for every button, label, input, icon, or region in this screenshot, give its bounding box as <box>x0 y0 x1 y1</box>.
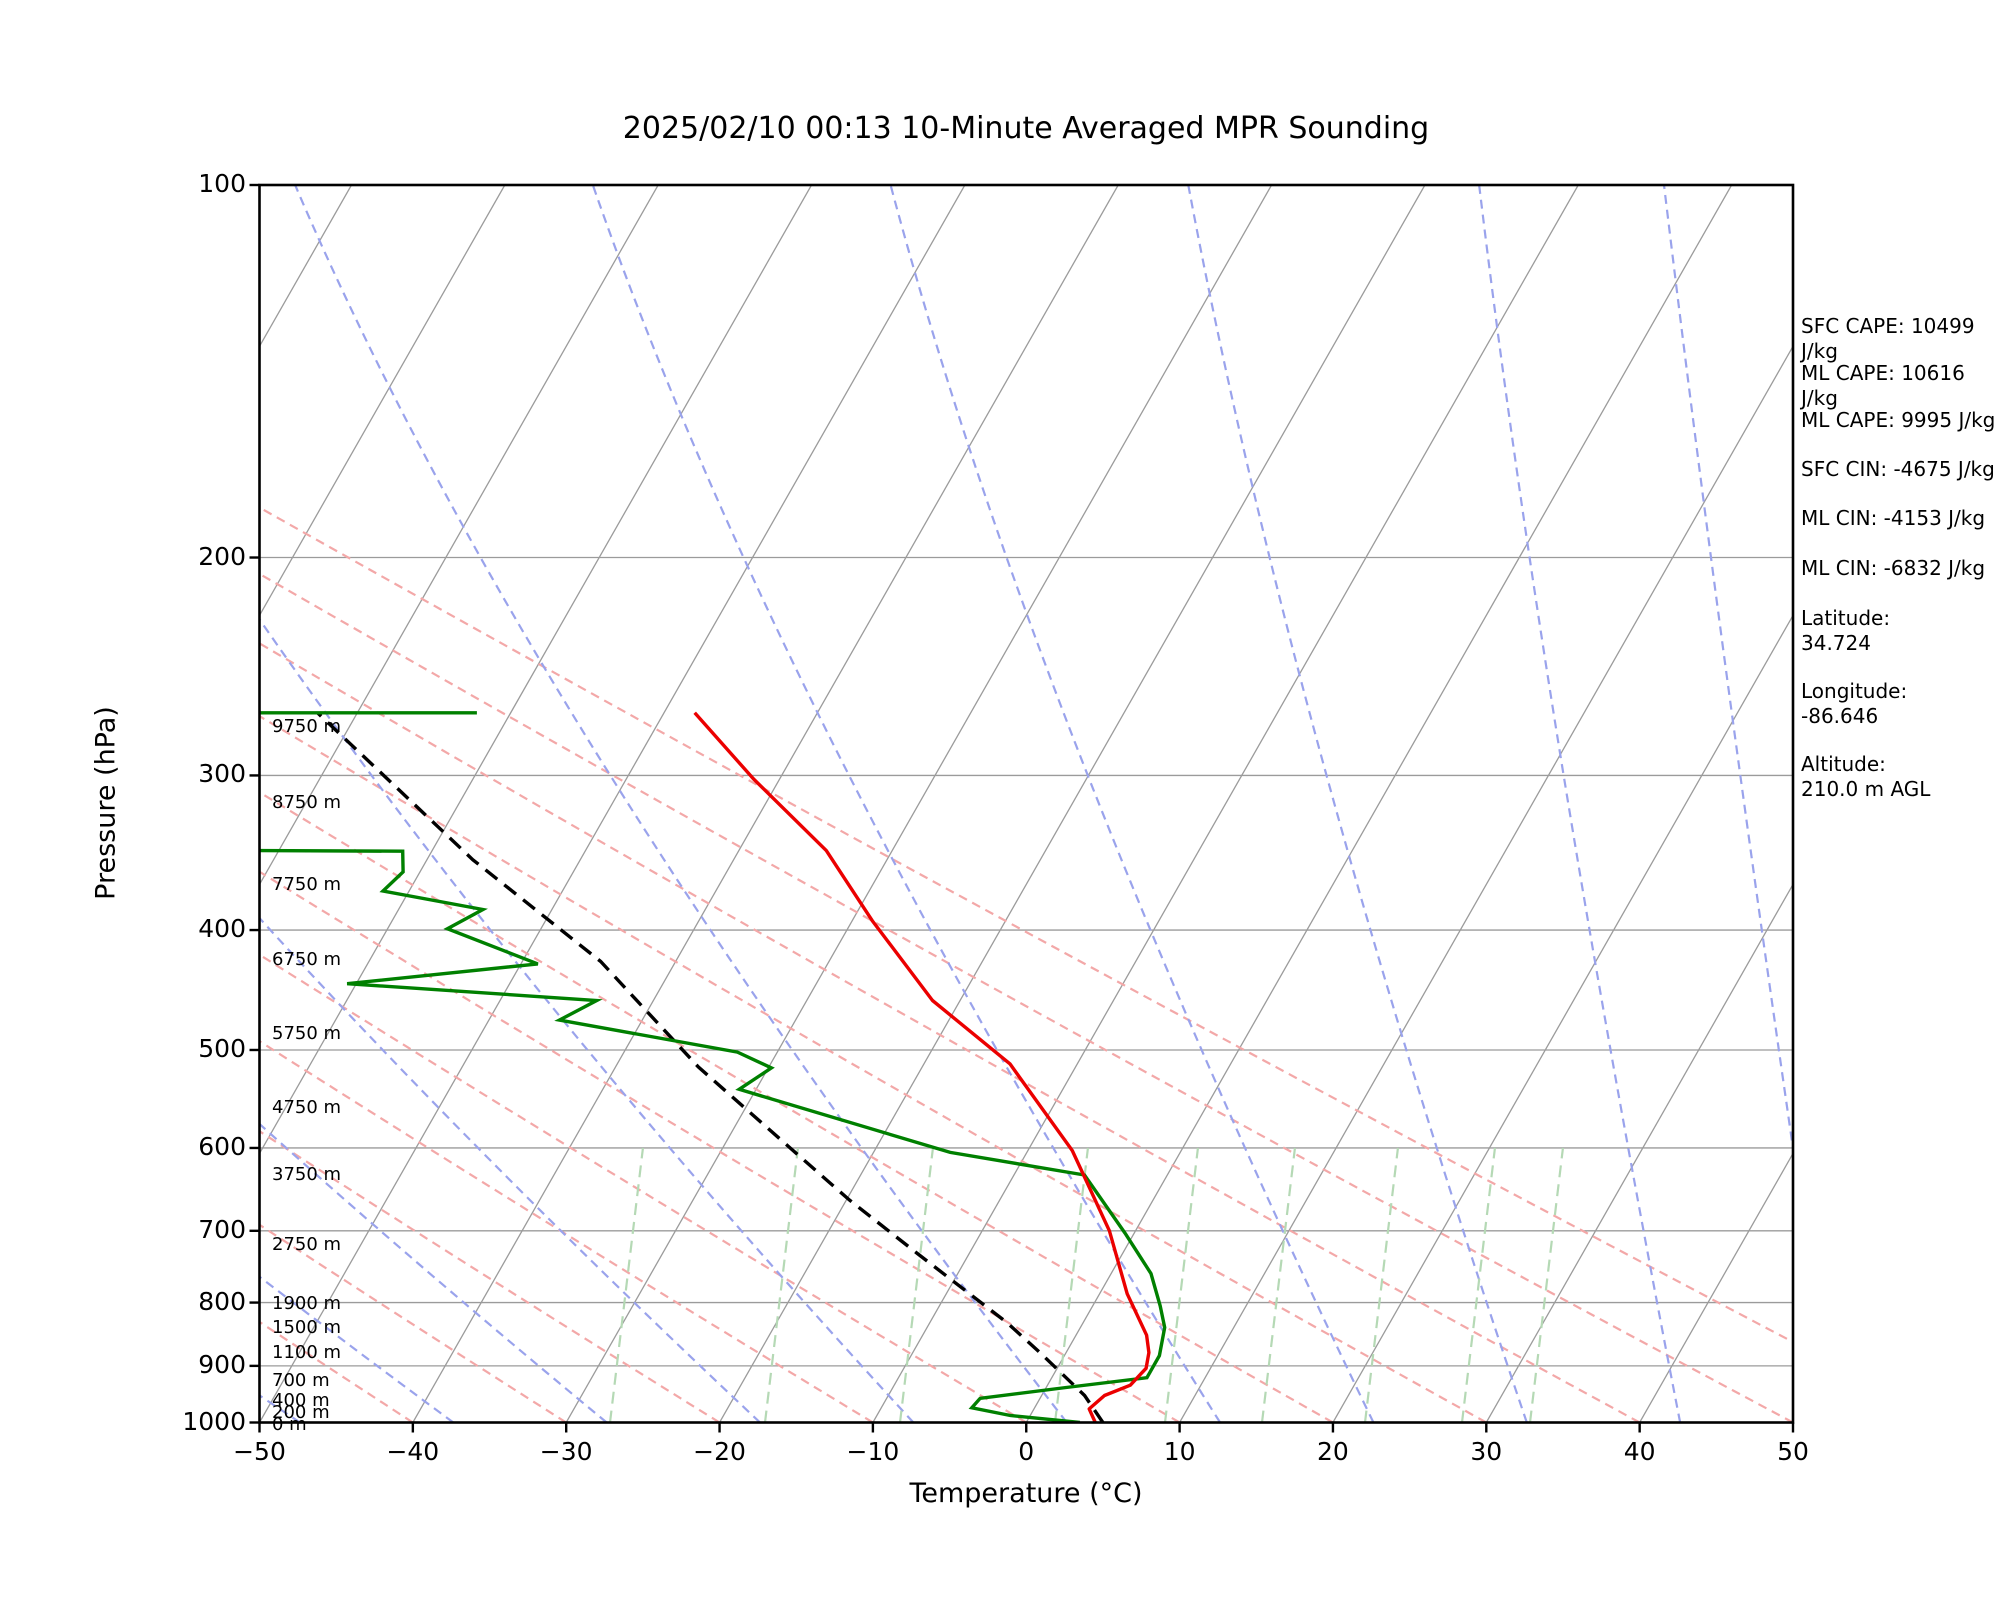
sounding-annotation: Latitude: 34.724 <box>1801 606 1891 655</box>
x-tick-label: 40 <box>1623 1437 1656 1466</box>
height-label: 400 m <box>272 1389 330 1411</box>
height-label: 4750 m <box>272 1096 342 1118</box>
sounding-annotation: ML CIN: -4153 J/kg <box>1801 506 1986 530</box>
height-label: 8750 m <box>272 792 342 814</box>
x-tick-label: −20 <box>693 1437 746 1466</box>
y-tick-label: 700 <box>198 1214 246 1244</box>
height-label: 700 m <box>272 1369 330 1391</box>
chart-title: 2025/02/10 00:13 10-Minute Averaged MPR … <box>622 111 1430 146</box>
height-label: 1900 m <box>272 1292 342 1314</box>
y-tick-label: 1000 <box>182 1406 246 1436</box>
x-axis-label: Temperature (°C) <box>909 1478 1143 1509</box>
height-label: 5750 m <box>272 1022 342 1044</box>
y-tick-label: 600 <box>198 1131 246 1161</box>
sounding-annotation: ML CAPE: 9995 J/kg <box>1801 408 1996 432</box>
parcel-path-line <box>316 711 1105 1423</box>
temperature-line <box>693 711 1151 1423</box>
y-tick-label: 300 <box>198 759 246 789</box>
x-tick-label: 50 <box>1777 1437 1809 1466</box>
moist-adiabat-lines <box>259 185 1793 1423</box>
x-tick-label: 10 <box>1163 1437 1196 1466</box>
dewpoint-line <box>259 711 1167 1423</box>
y-tick-label: 800 <box>198 1286 246 1316</box>
x-tick-label: −30 <box>539 1437 593 1466</box>
y-tick-label: 200 <box>198 541 246 571</box>
height-label: 7750 m <box>272 874 342 896</box>
x-tick-label: −50 <box>233 1437 286 1466</box>
height-label: 1100 m <box>272 1342 342 1364</box>
isotherm-lines <box>259 185 1793 1423</box>
height-label: 2750 m <box>272 1234 342 1256</box>
height-label: 6750 m <box>272 949 342 971</box>
height-label: 0 m <box>272 1413 307 1435</box>
x-tick-label: 0 <box>1018 1437 1035 1466</box>
sounding-annotation: Longitude: -86.646 <box>1801 679 1908 728</box>
x-tick-label: 30 <box>1470 1437 1503 1466</box>
height-label: 1500 m <box>272 1316 342 1338</box>
axes-frame <box>258 183 1795 1424</box>
x-tick-label: −10 <box>846 1437 900 1466</box>
pressure-gridlines <box>259 185 1793 1423</box>
x-tick-label: −40 <box>386 1437 440 1466</box>
sounding-annotation: SFC CAPE: 10499 J/kg <box>1801 314 1975 363</box>
height-label: 9750 m <box>272 715 342 737</box>
height-label: 200 m <box>272 1401 330 1423</box>
axis-ticks <box>249 183 1795 1433</box>
x-tick-label: 20 <box>1317 1437 1349 1466</box>
sounding-annotation: ML CAPE: 10616 J/kg <box>1801 361 1965 410</box>
y-tick-label: 500 <box>198 1033 246 1063</box>
mixing-ratio-lines <box>608 1147 1565 1423</box>
y-tick-label: 400 <box>198 914 246 944</box>
sounding-annotation: ML CIN: -6832 J/kg <box>1801 556 1986 580</box>
height-label: 3750 m <box>272 1164 342 1186</box>
sounding-annotation: Altitude: 210.0 m AGL <box>1801 752 1931 801</box>
y-tick-label: 100 <box>198 169 246 198</box>
y-tick-label: 900 <box>198 1349 246 1379</box>
sounding-annotation: SFC CIN: -4675 J/kg <box>1801 457 1995 481</box>
y-axis-label: Pressure (hPa) <box>90 706 122 900</box>
